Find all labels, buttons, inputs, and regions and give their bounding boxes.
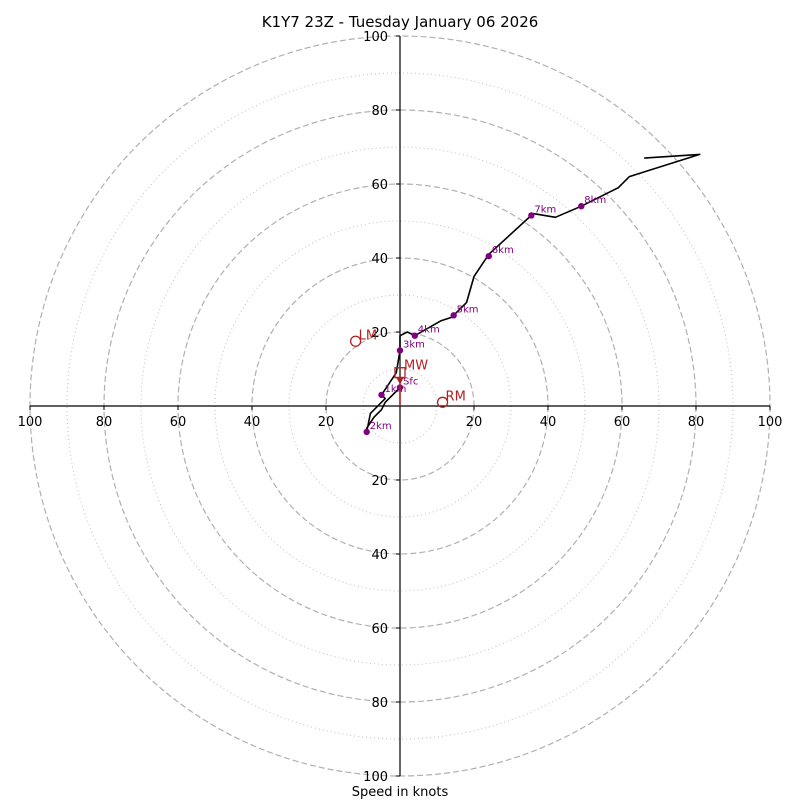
storm-motion-label: LM [359, 328, 377, 343]
height-marker-label: 7km [534, 204, 556, 215]
height-marker-label: 2km [370, 421, 392, 432]
y-tick-label: 80 [371, 696, 388, 711]
x-tick-label: 40 [244, 415, 261, 430]
height-marker-point [578, 203, 585, 210]
x-tick-label: 40 [540, 415, 557, 430]
storm-motion-label: RM [446, 389, 466, 404]
height-marker-label: 5km [457, 304, 479, 315]
x-axis-label: Speed in knots [352, 785, 449, 800]
storm-motion-arrowhead [396, 376, 404, 385]
height-marker-point [363, 428, 370, 436]
height-marker-point [378, 391, 385, 399]
x-tick-label: 100 [758, 415, 783, 430]
x-tick-label: 20 [466, 415, 483, 430]
chart-title: K1Y7 23Z - Tuesday January 06 2026 [262, 13, 539, 31]
height-marker-point [411, 332, 418, 339]
height-marker-label: 4km [418, 325, 440, 336]
x-tick-label: 60 [170, 415, 187, 430]
y-tick-label: 100 [363, 770, 388, 785]
x-tick-label: 60 [614, 415, 631, 430]
storm-motion-label: MW [404, 359, 428, 374]
height-marker-point [450, 312, 457, 319]
y-tick-label: 60 [371, 622, 388, 637]
y-tick-label: 40 [371, 548, 388, 563]
x-tick-label: 80 [96, 415, 113, 430]
height-marker-point [485, 252, 492, 260]
height-marker-label: 3km [403, 340, 425, 351]
wind-trace-line [365, 153, 701, 433]
storm-motion-marker [349, 335, 362, 347]
wind-trace-series [365, 153, 701, 433]
storm-motion-markers: LM RM MW [349, 328, 466, 408]
height-marker-label: 8km [584, 195, 606, 206]
y-tick-label: 20 [371, 326, 388, 341]
height-marker-label: Sfc [403, 377, 418, 388]
height-marker-label: 1km [385, 384, 407, 395]
y-tick-label: 20 [371, 474, 388, 489]
y-tick-label: 60 [371, 178, 388, 193]
height-marker-label: 6km [492, 245, 514, 256]
height-marker-point [528, 212, 535, 219]
x-tick-label: 100 [18, 415, 43, 430]
tick-labels: 100 80 60 40 20 20 40 60 80 100 100 80 60 40 20 20 40 60 8… [18, 30, 783, 785]
y-tick-label: 80 [371, 104, 388, 119]
x-tick-label: 20 [318, 415, 335, 430]
y-tick-label: 100 [363, 30, 388, 45]
storm-motion-marker [436, 396, 449, 408]
x-tick-label: 80 [688, 415, 705, 430]
y-tick-label: 40 [371, 252, 388, 267]
height-marker-point [396, 347, 404, 354]
